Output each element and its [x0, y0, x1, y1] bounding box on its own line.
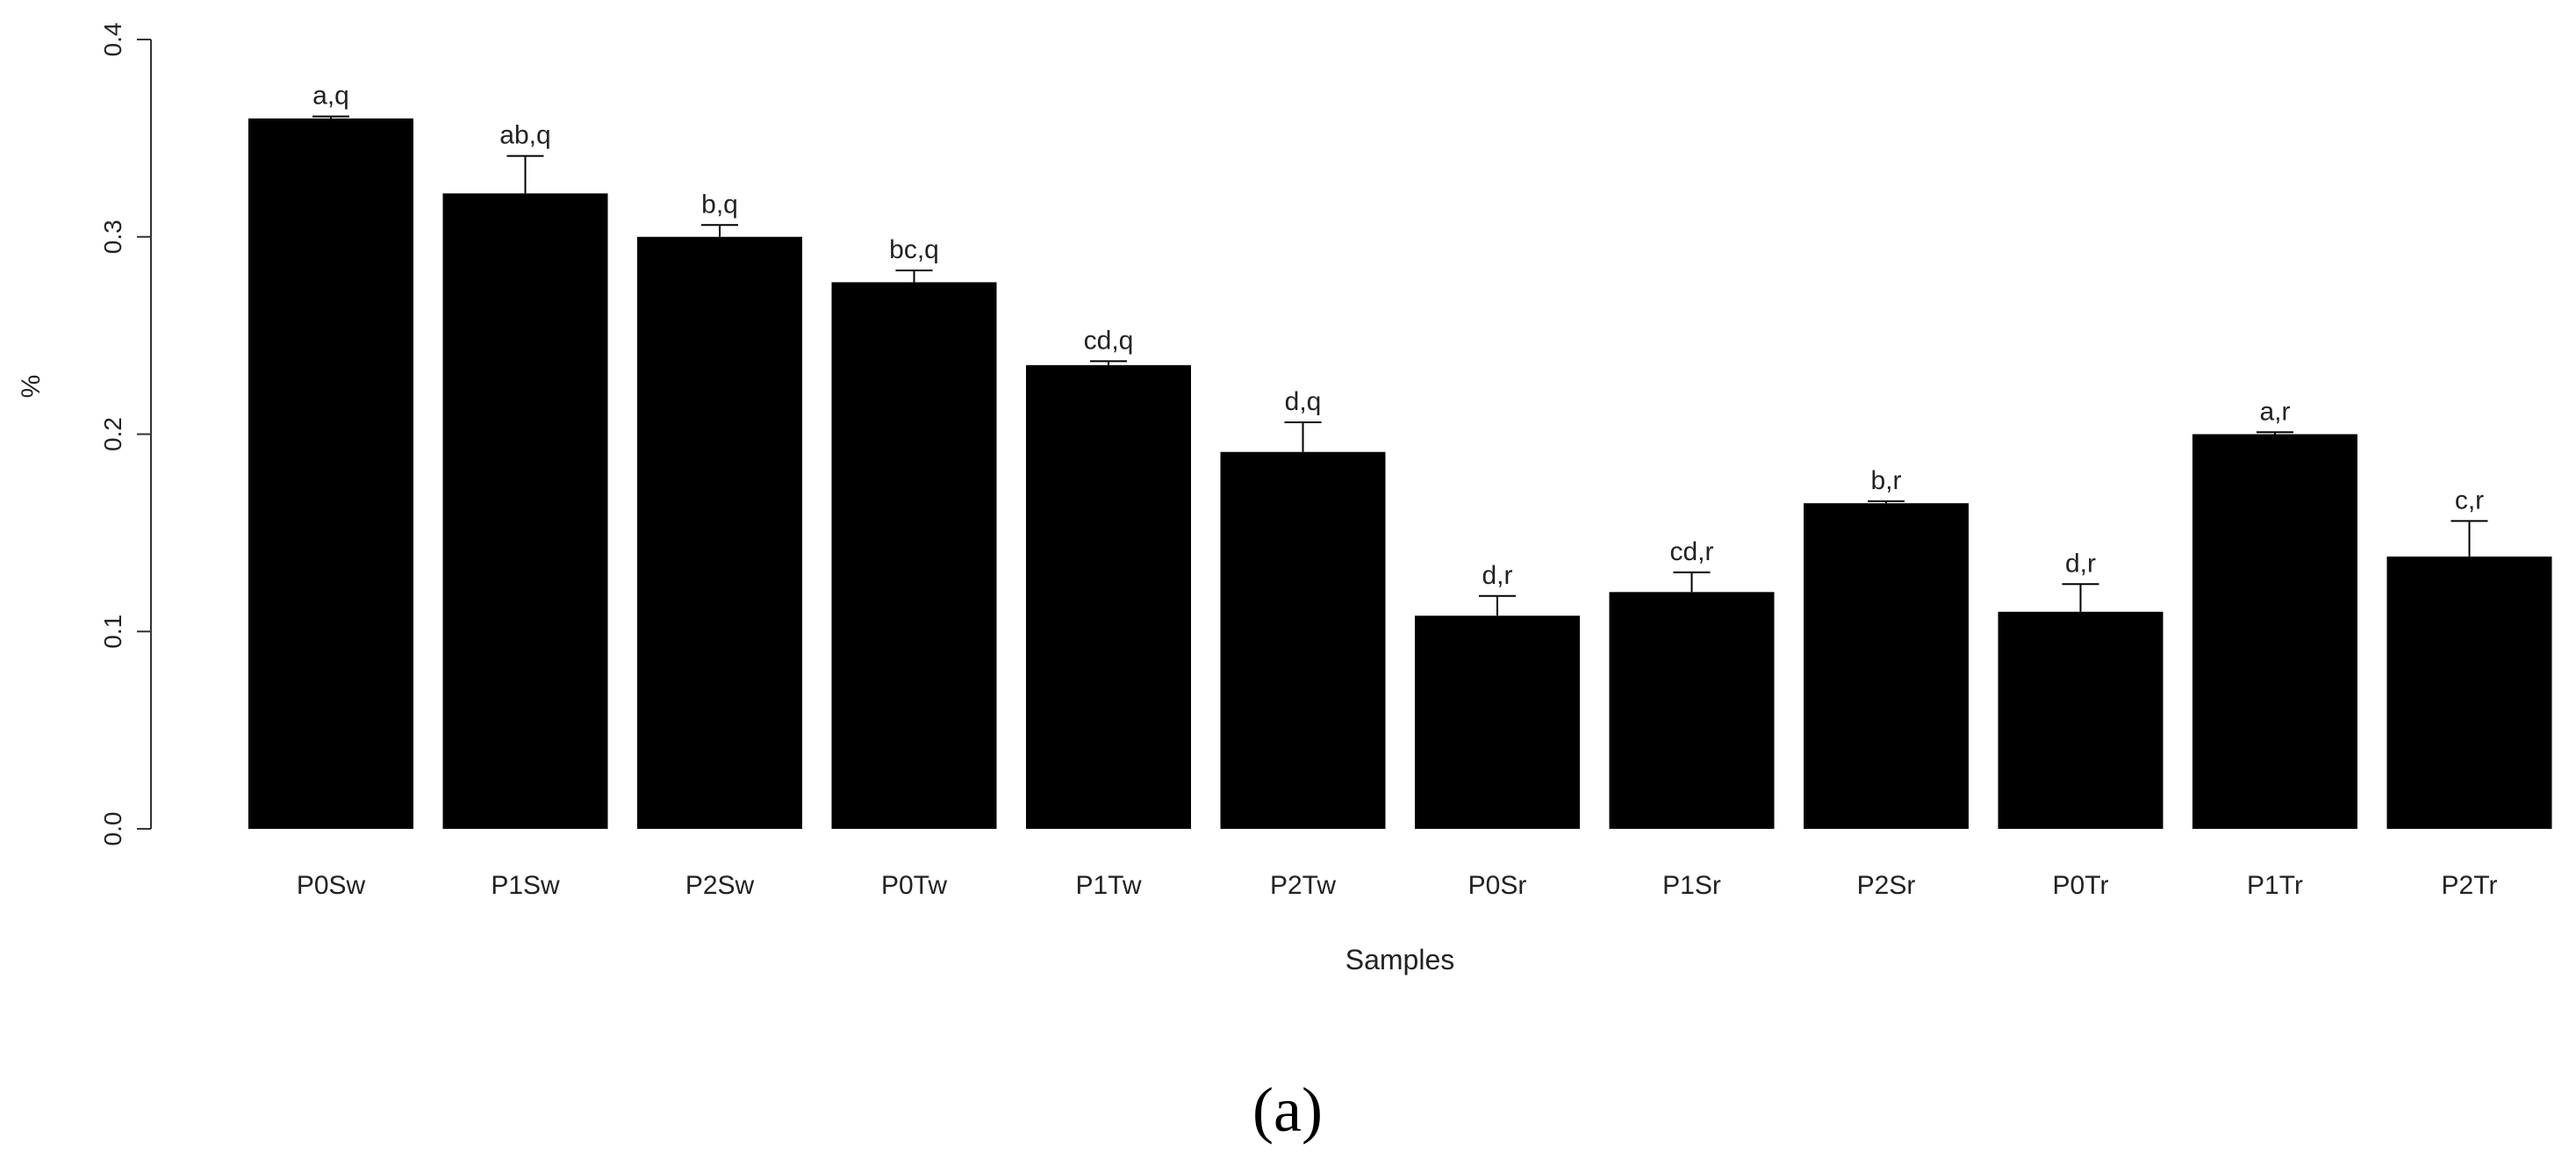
bar-annotation: d,q	[1285, 387, 1322, 416]
bar-annotation: a,q	[312, 82, 349, 111]
y-tick-label: 0.4	[99, 23, 126, 57]
x-tick-label: P1Sr	[1662, 871, 1721, 900]
bar-annotation: d,r	[1482, 561, 1512, 590]
bar-annotation: c,r	[2455, 486, 2484, 515]
bar	[1998, 611, 2163, 829]
y-tick-label: 0.1	[99, 615, 126, 649]
x-axis: P0Sw P1Sw P2Sw P0Tw P1Tw P2Tw P0Sr P1Sr P2Sr P0Tr…	[297, 871, 2498, 900]
x-tick-label: P2Tw	[1270, 871, 1336, 900]
x-axis-label: Samples	[1345, 944, 1455, 975]
x-tick-label: P1Sw	[491, 871, 560, 900]
bar-annotation: b,q	[701, 190, 738, 219]
bar	[442, 193, 608, 829]
x-tick-label: P2Sw	[685, 871, 755, 900]
bar	[1415, 615, 1580, 829]
x-tick-label: P1Tr	[2247, 871, 2303, 900]
y-axis: 0.0 0.1 0.2 0.3 0.4	[99, 23, 152, 846]
x-tick-label: P0Tw	[881, 871, 947, 900]
bar	[1220, 451, 1386, 829]
bar-annotation: a,r	[2259, 397, 2290, 426]
bar	[2386, 556, 2552, 829]
bars	[248, 118, 2552, 829]
annotations: a,q ab,q b,q bc,q cd,q d,q d,r cd,r b,r d,r a,r c,r	[312, 82, 2484, 590]
bar-annotation: d,r	[2065, 549, 2096, 578]
bar	[831, 282, 997, 829]
y-tick-label: 0.3	[99, 220, 126, 254]
y-axis-label: %	[17, 375, 46, 399]
x-tick-label: P0Sr	[1468, 871, 1527, 900]
bar-annotation: cd,q	[1084, 326, 1134, 355]
x-tick-label: P2Sr	[1857, 871, 1916, 900]
x-tick-label: P0Sw	[297, 871, 366, 900]
x-tick-label: P1Tw	[1075, 871, 1141, 900]
y-tick-label: 0.0	[99, 812, 126, 846]
bar-annotation: ab,q	[499, 121, 550, 150]
bar	[248, 118, 413, 829]
x-tick-label: P2Tr	[2442, 871, 2498, 900]
error-bars	[312, 115, 2488, 616]
bar-annotation: bc,q	[889, 235, 939, 264]
y-tick-label: 0.2	[99, 417, 126, 451]
bar	[637, 236, 802, 829]
bar	[1609, 592, 1775, 829]
bar-annotation: b,r	[1870, 466, 1901, 495]
figure-caption: (a)	[1252, 1075, 1323, 1145]
x-tick-label: P0Tr	[2053, 871, 2109, 900]
bar	[1026, 364, 1191, 829]
bar	[1804, 503, 1969, 829]
bar-annotation: cd,r	[1669, 537, 1713, 566]
bar	[2192, 434, 2357, 829]
